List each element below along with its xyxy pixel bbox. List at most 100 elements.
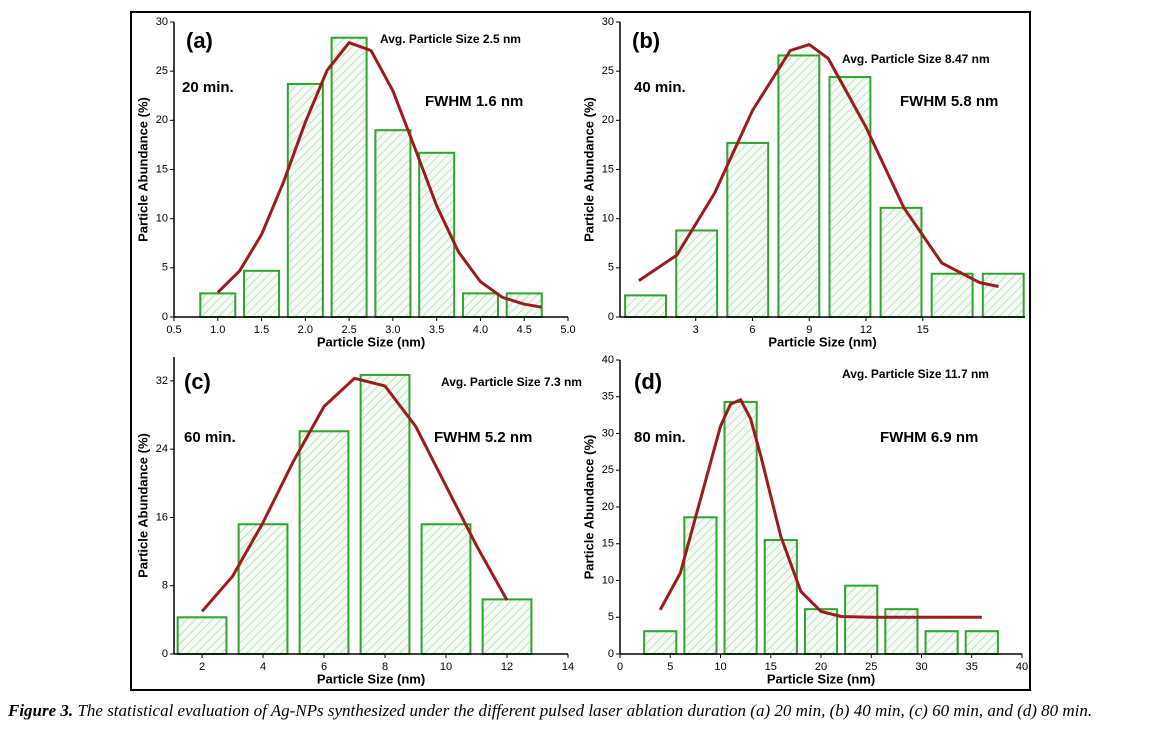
x-tick-label: 40 xyxy=(1016,661,1028,673)
x-tick-label: 1.5 xyxy=(254,324,269,336)
x-tick-label: 4.5 xyxy=(517,324,532,336)
x-tick-label: 1.0 xyxy=(210,324,225,336)
bar xyxy=(964,630,999,656)
annotation: Avg. Particle Size 2.5 nm xyxy=(380,32,521,46)
y-tick-label: 5 xyxy=(608,611,614,623)
y-tick-label: 15 xyxy=(156,163,168,175)
y-tick-label: 5 xyxy=(162,262,168,274)
bar xyxy=(199,292,237,318)
x-tick-label: 30 xyxy=(915,661,927,673)
bar xyxy=(243,269,281,318)
bar xyxy=(924,630,959,656)
fit-curve xyxy=(200,376,509,613)
annotation: 20 min. xyxy=(182,79,234,96)
annotation: FWHM 6.9 nm xyxy=(880,429,978,446)
y-tick-label: 20 xyxy=(156,114,168,126)
caption: Figure 3. The statistical evaluation of … xyxy=(8,700,1156,721)
bar xyxy=(359,373,411,655)
x-tick-label: 14 xyxy=(562,661,574,673)
bar xyxy=(481,598,533,656)
bar xyxy=(420,523,472,656)
y-tick-label: 0 xyxy=(608,311,614,323)
x-axis-label: Particle Size (nm) xyxy=(767,671,875,686)
bar xyxy=(763,539,798,656)
panel-label: (a) xyxy=(186,28,213,53)
y-tick-label: 10 xyxy=(602,213,614,225)
caption-label: Figure 3. xyxy=(8,701,74,720)
x-tick-label: 6 xyxy=(749,324,755,336)
bar xyxy=(643,630,678,656)
y-tick-label: 20 xyxy=(602,114,614,126)
annotation: FWHM 5.2 nm xyxy=(434,429,532,446)
x-tick-label: 9 xyxy=(806,324,812,336)
fit-curve xyxy=(638,43,999,288)
y-tick-label: 8 xyxy=(162,580,168,592)
bar xyxy=(461,292,499,318)
y-tick-label: 0 xyxy=(608,648,614,660)
y-tick-label: 32 xyxy=(156,375,168,387)
figure-frame xyxy=(130,11,1031,691)
panel-label: (b) xyxy=(632,28,660,53)
fit-curve xyxy=(216,41,542,309)
y-axis-label: Particle Abundance (%) xyxy=(581,97,596,242)
annotation: Avg. Particle Size 11.7 nm xyxy=(842,367,989,381)
caption-text: The statistical evaluation of Ag-NPs syn… xyxy=(77,701,1093,720)
annotation: FWHM 5.8 nm xyxy=(900,93,998,110)
y-tick-label: 40 xyxy=(602,354,614,366)
y-axis-label: Particle Abundance (%) xyxy=(135,433,150,578)
x-tick-label: 8 xyxy=(382,661,388,673)
bar xyxy=(777,54,821,319)
x-tick-label: 0 xyxy=(617,661,623,673)
x-axis-label: Particle Size (nm) xyxy=(768,334,876,349)
x-tick-label: 4 xyxy=(260,661,266,673)
x-tick-label: 12 xyxy=(860,324,872,336)
annotation: Avg. Particle Size 8.47 nm xyxy=(842,52,990,66)
y-tick-label: 0 xyxy=(162,648,168,660)
bar xyxy=(374,129,412,318)
x-axis-label: Particle Size (nm) xyxy=(317,334,425,349)
annotation: 60 min. xyxy=(184,429,236,446)
y-tick-label: 30 xyxy=(156,16,168,28)
y-tick-label: 30 xyxy=(602,427,614,439)
y-axis-label: Particle Abundance (%) xyxy=(581,435,596,580)
y-tick-label: 16 xyxy=(156,511,168,523)
bar xyxy=(330,36,368,318)
y-tick-label: 10 xyxy=(156,213,168,225)
x-tick-label: 5.0 xyxy=(560,324,575,336)
y-tick-label: 0 xyxy=(162,311,168,323)
x-tick-label: 15 xyxy=(765,661,777,673)
panel-label: (d) xyxy=(634,369,662,394)
bar xyxy=(844,584,879,656)
x-axis-label: Particle Size (nm) xyxy=(317,671,425,686)
y-tick-label: 15 xyxy=(602,163,614,175)
x-tick-label: 0.5 xyxy=(166,324,181,336)
bar xyxy=(298,430,350,655)
x-tick-label: 10 xyxy=(440,661,452,673)
x-tick-label: 5 xyxy=(667,661,673,673)
x-tick-label: 3.0 xyxy=(385,324,400,336)
panel-label: (c) xyxy=(184,369,211,394)
x-tick-label: 3 xyxy=(693,324,699,336)
annotation: 40 min. xyxy=(634,79,686,96)
annotation: FWHM 1.6 nm xyxy=(425,93,523,110)
y-tick-label: 15 xyxy=(602,538,614,550)
bar xyxy=(176,616,228,655)
bar xyxy=(803,608,839,655)
x-tick-label: 2.5 xyxy=(341,324,356,336)
bar xyxy=(726,141,770,318)
fit-curve xyxy=(658,398,982,619)
x-tick-label: 25 xyxy=(865,661,877,673)
y-tick-label: 10 xyxy=(602,574,614,586)
x-tick-label: 3.5 xyxy=(429,324,444,336)
bar xyxy=(930,272,974,319)
x-tick-label: 2 xyxy=(199,661,205,673)
y-tick-label: 25 xyxy=(602,65,614,77)
y-axis-label: Particle Abundance (%) xyxy=(135,97,150,242)
bar xyxy=(237,523,289,656)
bar xyxy=(723,400,758,655)
x-tick-label: 4.0 xyxy=(473,324,488,336)
x-tick-label: 35 xyxy=(966,661,978,673)
annotation: Avg. Particle Size 7.3 nm xyxy=(441,375,582,389)
y-tick-label: 24 xyxy=(156,443,168,455)
